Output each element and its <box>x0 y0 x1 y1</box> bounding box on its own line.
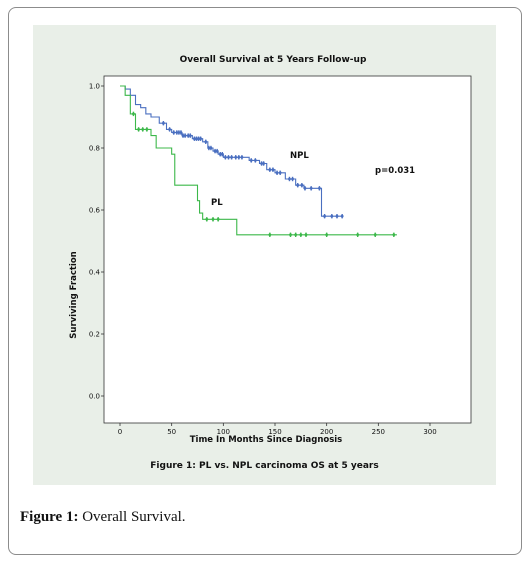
censor-dot-npl <box>309 186 313 190</box>
censor-dot-npl <box>204 140 208 144</box>
censor-dot-npl <box>335 214 339 218</box>
censor-dot-npl <box>183 134 187 137</box>
x-tick-label: 50 <box>167 428 176 436</box>
censor-dot-npl <box>218 152 222 156</box>
censor-dot-npl <box>215 149 219 153</box>
censor-dot-npl <box>224 155 227 159</box>
censor-dot-npl <box>253 159 257 162</box>
censor-dot-pl <box>132 112 135 116</box>
censor-dot-npl <box>197 137 200 141</box>
censor-dot-npl <box>237 155 241 159</box>
figure-caption: Figure 1: Overall Survival. <box>20 509 186 526</box>
censor-dot-npl <box>303 186 307 190</box>
censor-dot-pl <box>211 217 215 221</box>
censor-dot-pl <box>205 217 209 221</box>
censor-dot-npl <box>300 183 304 187</box>
censor-dot-npl <box>240 155 244 159</box>
censor-dot-npl <box>207 146 211 150</box>
km-survival-chart: Overall Survival at 5 Years Follow-up 0 5… <box>69 55 472 445</box>
series-pl <box>120 85 397 237</box>
censor-dot-npl <box>177 131 181 134</box>
x-tick-label: 200 <box>320 428 333 436</box>
censor-dot-npl <box>199 137 203 141</box>
censor-dot-npl <box>288 177 291 181</box>
censor-dot-pl <box>299 233 303 237</box>
censor-dot-npl <box>172 131 176 134</box>
censor-dot-npl <box>330 214 334 218</box>
censor-dot-npl <box>278 171 282 175</box>
censor-dot-npl <box>268 168 272 172</box>
censor-dot-npl <box>181 134 185 137</box>
censor-dot-pl <box>392 233 396 237</box>
censor-dot-npl <box>195 137 198 141</box>
y-tick-label: 0.2 <box>89 331 100 339</box>
axes <box>103 75 472 424</box>
censor-dot-npl <box>230 155 234 159</box>
censor-dot-pl <box>356 233 360 237</box>
censor-dot-npl <box>291 177 294 181</box>
inner-figure-caption: Figure 1: PL vs. NPL carcinoma OS at 5 y… <box>150 461 379 471</box>
censor-dot-npl <box>271 168 275 172</box>
x-tick-label: 0 <box>118 428 122 436</box>
censor-dot-pl <box>216 217 220 221</box>
y-tick-label: 0.6 <box>89 207 101 215</box>
censor-dot-npl <box>175 131 179 134</box>
survival-curve-npl <box>120 85 343 217</box>
npl-series-label: NPL <box>290 151 309 161</box>
series <box>120 85 397 237</box>
figure-panel: Overall Survival at 5 Years Follow-up 0 5… <box>33 25 496 485</box>
x-tick-label: 150 <box>268 428 281 436</box>
censor-dot-pl <box>373 233 377 237</box>
censor-dot-npl <box>249 159 253 162</box>
y-tick-label: 0.4 <box>89 269 101 277</box>
x-tick-label: 300 <box>423 428 436 436</box>
censor-dot-npl <box>168 128 172 131</box>
pl-series-label: PL <box>211 198 223 208</box>
censor-dot-pl <box>294 233 298 237</box>
censor-dot-npl <box>260 162 263 165</box>
censor-dot-pl <box>325 233 329 237</box>
censor-dot-npl <box>193 137 196 141</box>
censor-dot-pl <box>137 128 140 131</box>
censor-dot-npl <box>220 152 224 156</box>
censor-dot-npl <box>296 183 300 187</box>
censor-dot-npl <box>179 131 183 134</box>
y-tick-label: 1.0 <box>89 83 100 91</box>
censor-dot-npl <box>162 121 165 125</box>
x-axis-label: Time In Months Since Diagnosis <box>190 435 343 445</box>
censor-dot-pl <box>145 128 149 131</box>
censor-dot-npl <box>323 214 326 218</box>
censor-dot-pl <box>289 233 292 237</box>
censor-dot-npl <box>275 171 279 175</box>
y-axis-label: Surviving Fraction <box>69 251 79 338</box>
censor-dot-pl <box>304 233 308 237</box>
censor-dot-pl <box>268 233 272 237</box>
censor-dot-npl <box>227 155 230 159</box>
censor-dot-npl <box>186 134 190 137</box>
ticks: 0 50 100 150 200 250 300 0.0 0.2 0.4 0.6 0.8 1.0 <box>89 83 437 437</box>
censor-dot-npl <box>318 186 321 190</box>
censor-dot-npl <box>188 134 192 137</box>
censor-dot-npl <box>209 146 213 150</box>
chart-title: Overall Survival at 5 Years Follow-up <box>180 55 367 65</box>
censor-dot-pl <box>141 128 145 131</box>
figure-caption-text: Overall Survival. <box>78 509 186 525</box>
y-tick-label: 0.0 <box>89 393 100 401</box>
plot-area <box>103 75 472 424</box>
p-value-annotation: p=0.031 <box>375 166 415 176</box>
figure-caption-label: Figure 1: <box>20 509 79 525</box>
censor-dot-npl <box>234 155 238 159</box>
x-tick-label: 100 <box>217 428 230 436</box>
series-npl <box>120 85 344 219</box>
censor-dot-npl <box>340 214 344 218</box>
survival-curve-pl <box>120 85 397 236</box>
censor-dot-npl <box>262 162 266 165</box>
censor-dot-npl <box>213 149 217 153</box>
y-tick-label: 0.8 <box>89 145 100 153</box>
x-tick-label: 250 <box>372 428 385 436</box>
